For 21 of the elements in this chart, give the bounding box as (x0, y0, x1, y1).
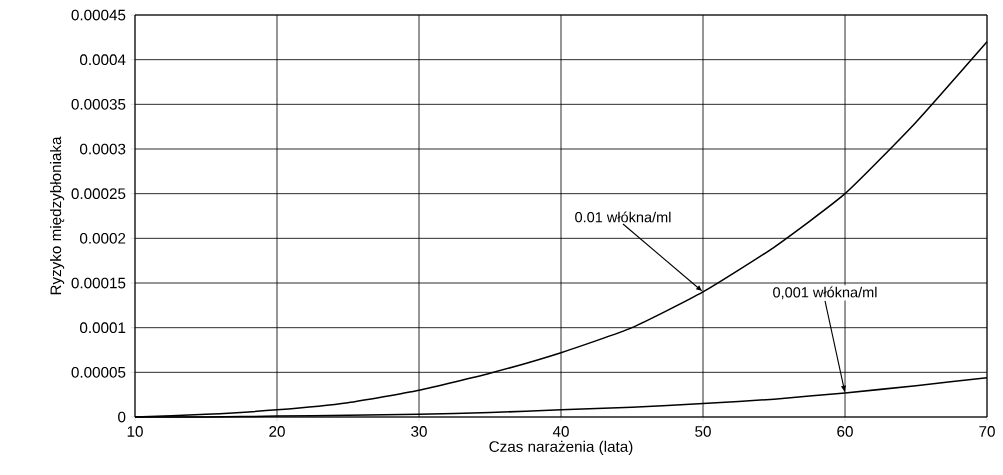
y-tick-label: 0.0002 (80, 232, 126, 244)
y-tick-label: 0.0004 (80, 54, 126, 66)
x-tick-label: 20 (269, 426, 285, 437)
x-tick-label: 70 (979, 426, 995, 437)
x-tick-label: 50 (695, 426, 711, 437)
y-tick-label: 0.00035 (71, 98, 126, 110)
x-tick-label: 30 (411, 426, 427, 437)
y-tick-label: 0.00045 (71, 9, 126, 21)
y-tick-label: 0.00005 (71, 366, 126, 378)
y-tick-label: 0.00015 (71, 277, 126, 289)
annotation: 0.01 włókna/ml (575, 211, 671, 223)
x-tick-label: 60 (837, 426, 853, 437)
y-tick-label: 0 (118, 411, 126, 423)
y-axis-title: Ryzyko międzybłoniaka (50, 136, 65, 295)
y-tick-label: 0.0001 (80, 322, 126, 334)
y-tick-label: 0.00025 (71, 188, 126, 200)
x-tick-label: 10 (127, 426, 143, 437)
y-tick-label: 0.0003 (80, 143, 126, 155)
x-tick-label: 40 (552, 426, 569, 437)
annotation: 0,001 włókna/ml (773, 286, 877, 300)
x-axis-title: Czas narażenia (lata) (489, 440, 633, 455)
